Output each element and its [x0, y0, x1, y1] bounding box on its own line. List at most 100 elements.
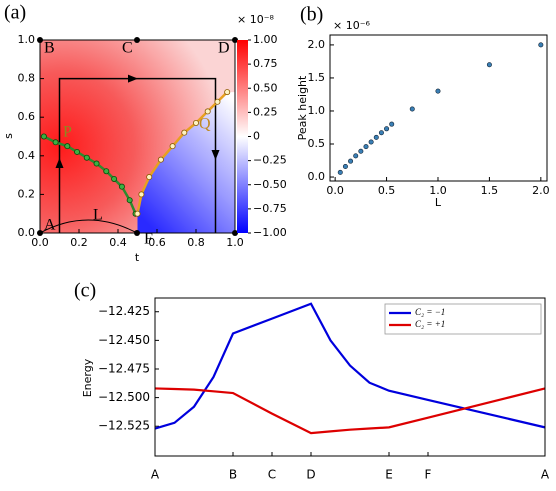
x-axis-label: t — [135, 251, 140, 264]
y-tick-label: 0.2 — [18, 187, 36, 200]
y-tick-label: 0.8 — [18, 72, 36, 85]
curve-point — [134, 210, 141, 217]
x-tick-label: C — [268, 468, 276, 482]
curve-point — [111, 175, 118, 182]
y-tick-label: −12.500 — [98, 390, 150, 404]
point — [373, 134, 379, 140]
point-label: B — [44, 40, 55, 57]
x-tick-label: 1.0 — [429, 184, 447, 197]
point — [389, 121, 395, 127]
y-tick-label: −12.475 — [98, 361, 150, 375]
curve-point — [118, 183, 125, 190]
point — [348, 158, 354, 164]
plot-frame — [329, 34, 548, 182]
colorbar-tick-label: 1.00 — [253, 33, 278, 46]
curve-point — [224, 89, 231, 96]
arrow — [55, 158, 64, 168]
colorbar-tick-label: −0.50 — [253, 178, 287, 191]
curve-point — [64, 143, 71, 150]
panel-label: (a) — [4, 2, 26, 24]
y-axis-label: Peak height — [296, 75, 309, 140]
x-tick-label: D — [306, 468, 315, 482]
axis-offset: × 10⁻⁶ — [333, 19, 371, 32]
curve-point — [138, 191, 145, 198]
colorbar-tick-label: −1.00 — [253, 226, 287, 239]
y-tick-label: 0.0 — [18, 226, 36, 239]
y-axis-label: Energy — [81, 358, 94, 397]
point — [538, 42, 544, 48]
point-label: F — [144, 231, 153, 248]
line — [154, 387, 546, 435]
y-tick-label: 1.0 — [308, 104, 326, 117]
point-label: P — [63, 124, 72, 141]
x-tick-label: 1.0 — [226, 236, 244, 249]
x-axis-label: L — [435, 196, 442, 209]
point-label: Q — [199, 116, 211, 133]
curve — [136, 91, 229, 214]
point — [358, 148, 364, 154]
point-label: D — [218, 40, 230, 57]
curve-point — [157, 156, 164, 163]
x-tick-label: 1.5 — [481, 184, 499, 197]
x-tick-label: E — [385, 468, 393, 482]
colorbar-offset: × 10⁻⁸ — [237, 13, 275, 26]
colorbar-tick-label: 0.25 — [253, 105, 278, 118]
point — [368, 139, 374, 145]
x-tick-label: 2.0 — [532, 184, 550, 197]
legend-label: C₂ = −1 — [415, 307, 445, 317]
y-tick-label: 0.4 — [18, 149, 36, 162]
point-label: L — [93, 207, 103, 224]
y-tick-label: 0.5 — [308, 137, 326, 150]
point — [342, 163, 348, 169]
line — [154, 302, 546, 430]
point — [384, 126, 390, 132]
curve-point — [192, 119, 199, 126]
legend — [384, 303, 542, 335]
blue-region — [137, 92, 235, 233]
point — [363, 144, 369, 150]
point — [435, 88, 441, 94]
curve-point — [93, 160, 100, 167]
panel-label: (b) — [300, 4, 323, 26]
x-tick-label: 0.4 — [109, 236, 127, 249]
x-tick-label: B — [229, 468, 237, 482]
y-tick-label: −12.425 — [98, 304, 150, 318]
point — [409, 106, 415, 112]
point-label: E — [220, 231, 230, 248]
legend-label: C₂ = +1 — [415, 319, 445, 329]
colorbar-tick-label: 0.75 — [253, 57, 278, 70]
curve-point — [181, 129, 188, 136]
y-tick-label: 1.0 — [18, 33, 36, 46]
x-tick-label: A — [541, 468, 550, 482]
x-tick-label: 0.6 — [148, 236, 166, 249]
heatmap-layer — [40, 40, 235, 233]
plot-frame — [39, 39, 236, 234]
colorbar — [237, 40, 248, 233]
point — [486, 62, 492, 68]
curve-point — [214, 98, 221, 105]
y-tick-label: 0.6 — [18, 110, 36, 123]
y-tick-label: −12.525 — [98, 419, 150, 433]
panel-label: (c) — [74, 280, 96, 302]
curve-point — [40, 133, 47, 140]
curve-point — [169, 143, 176, 150]
curve-point — [103, 168, 110, 175]
x-tick-label: 0.5 — [378, 184, 396, 197]
curve-point — [74, 148, 81, 155]
y-tick-label: −12.450 — [98, 333, 150, 347]
arc — [39, 219, 138, 234]
point — [337, 169, 343, 175]
plot-frame — [154, 297, 546, 457]
colorbar-tick-label: 0.50 — [253, 81, 278, 94]
x-tick-label: 0.0 — [326, 184, 344, 197]
x-tick-label: 0.0 — [31, 236, 49, 249]
curve-point — [204, 108, 211, 115]
colorbar-tick-label: 0 — [253, 130, 260, 143]
x-tick-label: F — [425, 468, 432, 482]
point — [353, 153, 359, 159]
x-tick-label: 0.2 — [70, 236, 88, 249]
y-tick-label: 0.0 — [308, 170, 326, 183]
point — [378, 130, 384, 136]
y-tick-label: 2.0 — [308, 38, 326, 51]
